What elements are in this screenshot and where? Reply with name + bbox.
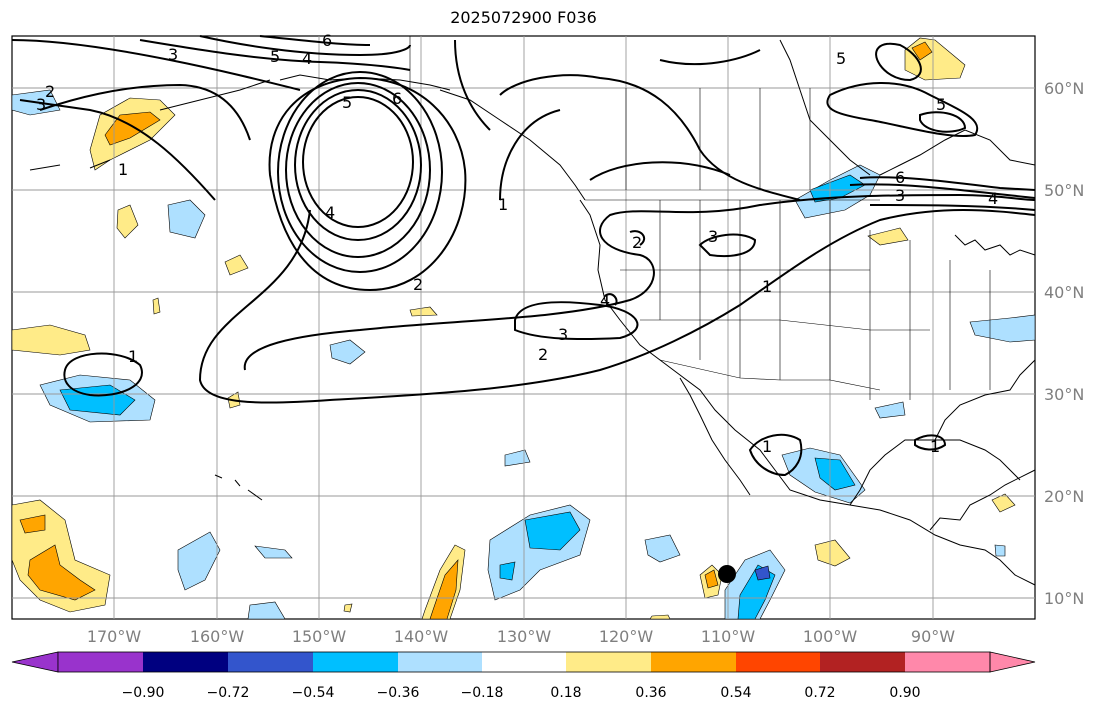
contour-label: 4 — [988, 189, 998, 208]
colorbar-segment — [313, 652, 398, 672]
colorbar-tick-label: −0.18 — [461, 685, 504, 701]
contour-label: 3 — [558, 325, 568, 344]
storm-center-marker — [718, 565, 736, 583]
lat-label: 20°N — [1044, 487, 1084, 506]
contour-label: 2 — [632, 233, 642, 252]
contour-label: 2 — [413, 275, 423, 294]
colorbar-segment — [736, 652, 820, 672]
latitude-labels: 60°N 50°N 40°N 30°N 20°N 10°N — [1044, 79, 1084, 608]
colorbar-tick-label: 0.54 — [720, 685, 751, 701]
colorbar-segment — [651, 652, 736, 672]
colorbar-segment — [143, 652, 228, 672]
colorbar-segment — [228, 652, 313, 672]
colorbar-segments — [11, 651, 1036, 673]
contour-label: 5 — [270, 47, 280, 66]
colorbar-tick-label: −0.90 — [122, 685, 165, 701]
lon-label: 170°W — [87, 627, 142, 646]
colorbar-outline — [57, 651, 991, 673]
contour-label: 5 — [342, 93, 352, 112]
lat-label: 60°N — [1044, 79, 1084, 98]
longitude-labels: 170°W 160°W 150°W 140°W 130°W 120°W 110°… — [87, 627, 955, 646]
lat-label: 30°N — [1044, 385, 1084, 404]
lon-label: 100°W — [803, 627, 858, 646]
contour-label: 1 — [762, 277, 772, 296]
lat-label: 10°N — [1044, 589, 1084, 608]
contour-label: 3 — [36, 95, 46, 114]
contour-label: 3 — [168, 45, 178, 64]
contour-label: 2 — [538, 345, 548, 364]
contour-label: 4 — [325, 203, 335, 222]
contour-label: 1 — [762, 437, 772, 456]
colorbar-segment — [905, 652, 990, 672]
lon-label: 90°W — [911, 627, 955, 646]
colorbar-extend-low — [11, 651, 59, 673]
colorbar-segment — [58, 652, 143, 672]
map-plot-area: 6 5 4 3 2 6 5 4 2 3 1 2 1 3 1 2 3 4 1 6 … — [11, 31, 1036, 620]
contour-labels: 6 5 4 3 2 6 5 4 2 3 1 2 1 3 1 2 3 4 1 6 … — [36, 31, 998, 456]
colorbar-extend-high — [989, 651, 1036, 673]
contour-label: 5 — [936, 95, 946, 114]
lon-label: 140°W — [394, 627, 449, 646]
colorbar-tick-label: 0.72 — [804, 685, 835, 701]
contour-label: 6 — [895, 168, 905, 187]
lon-label: 110°W — [701, 627, 756, 646]
contour-label: 6 — [392, 89, 402, 108]
contour-label: 1 — [118, 160, 128, 179]
contour-label: 2 — [45, 82, 55, 101]
colorbar-segment — [482, 652, 566, 672]
colorbar-segment — [566, 652, 651, 672]
colorbar-segment — [820, 652, 905, 672]
colorbar: −0.90 −0.72 −0.54 −0.36 −0.18 0.18 0.36 … — [11, 651, 1036, 701]
colorbar-tick-label: −0.72 — [207, 685, 250, 701]
contour-label: 3 — [708, 227, 718, 246]
negative-anomaly-regions — [11, 89, 1036, 620]
political-borders — [409, 36, 991, 400]
contour-label: 3 — [895, 186, 905, 205]
lon-label: 130°W — [497, 627, 552, 646]
colorbar-tick-label: −0.36 — [377, 685, 420, 701]
contour-lines — [11, 35, 1036, 477]
contour-label: 1 — [128, 347, 138, 366]
contour-label: 5 — [836, 49, 846, 68]
colorbar-tick-label: 0.36 — [635, 685, 666, 701]
contour-label: 4 — [600, 291, 610, 310]
map-title: 2025072900 F036 — [450, 8, 597, 27]
colorbar-segment — [398, 652, 482, 672]
lon-label: 160°W — [190, 627, 245, 646]
contour-label: 1 — [930, 437, 940, 456]
contour-label: 4 — [302, 49, 312, 68]
colorbar-tick-label: 0.90 — [889, 685, 920, 701]
colorbar-tick-label: 0.18 — [550, 685, 581, 701]
colorbar-tick-label: −0.54 — [292, 685, 335, 701]
lat-label: 40°N — [1044, 283, 1084, 302]
contour-label: 6 — [322, 31, 332, 50]
lon-label: 150°W — [292, 627, 347, 646]
lon-label: 120°W — [599, 627, 654, 646]
lat-label: 50°N — [1044, 181, 1084, 200]
contour-label: 1 — [498, 195, 508, 214]
